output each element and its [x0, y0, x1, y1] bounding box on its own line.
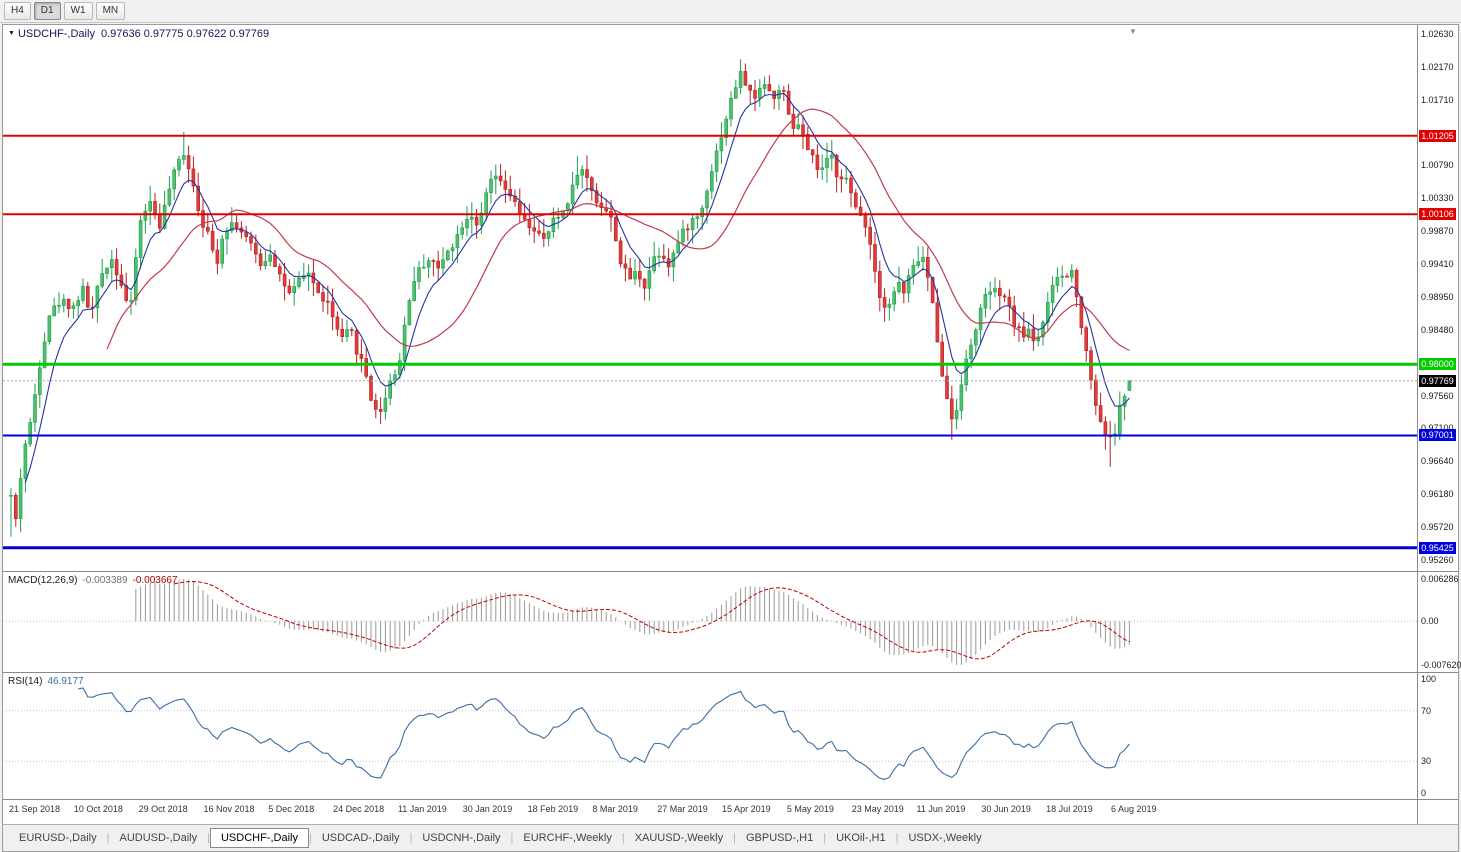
rsi-indicator-label: RSI(14) 46.9177 [8, 676, 84, 687]
price-axis-label: 1.02630 [1421, 29, 1454, 40]
symbol-tab-usdcad[interactable]: USDCAD-,Daily [321, 832, 400, 844]
date-axis-label: 6 Aug 2019 [1111, 804, 1157, 814]
rsi-value: 46.9177 [47, 676, 84, 687]
macd-main-value: -0.003389 [82, 575, 128, 586]
symbol-tab-ukoil[interactable]: UKOil-,H1 [836, 832, 886, 844]
price-axis-label: 0.98480 [1421, 325, 1454, 336]
price-level-badge: 1.01205 [1419, 129, 1456, 142]
date-axis-label: 18 Feb 2019 [527, 804, 579, 814]
price-axis-label: 0.98950 [1421, 291, 1454, 302]
date-axis-label: 18 Jul 2019 [1046, 804, 1093, 814]
macd-axis-label: -0.007620 [1421, 660, 1461, 670]
price-level-badge: 0.98000 [1419, 358, 1456, 371]
current-price-badge: 0.97769 [1419, 374, 1456, 387]
timeframe-button-h4[interactable]: H4 [4, 2, 31, 20]
price-level-badge: 0.97001 [1419, 429, 1456, 442]
symbol-tab-eurusd[interactable]: EURUSD-,Daily [19, 832, 97, 844]
macd-label: MACD(12,26,9) [8, 575, 78, 586]
axis-corner [1417, 800, 1458, 826]
chart-title: ▼ USDCHF-,Daily 0.97636 0.97775 0.97622 0.… [8, 28, 269, 40]
price-axis-label: 0.95720 [1421, 521, 1454, 532]
price-axis: 1.02630 1.02170 1.01710 1.00790 1.00330 0.998… [1417, 25, 1458, 571]
macd-signal-value: -0.003667 [132, 575, 178, 586]
dropdown-triangle-icon: ▼ [8, 30, 15, 37]
date-axis-label: 11 Jun 2019 [916, 804, 966, 814]
rsi-panel[interactable]: RSI(14) 46.9177 100 70 30 0 [3, 673, 1458, 800]
tab-separator: | [621, 832, 625, 844]
date-axis-label: 23 May 2019 [851, 804, 904, 814]
symbol-tab-usdx[interactable]: USDX-,Weekly [908, 832, 982, 844]
date-axis-label: 5 May 2019 [786, 804, 834, 814]
macd-axis-label: 0.006286 [1421, 574, 1459, 584]
price-axis-label: 1.02170 [1421, 62, 1454, 73]
price-axis-label: 0.99410 [1421, 258, 1454, 269]
date-axis-label: 21 Sep 2018 [9, 804, 61, 814]
chart-window: ▼ USDCHF-,Daily 0.97636 0.97775 0.97622 0.… [2, 24, 1461, 852]
price-level-badge: 0.95425 [1419, 541, 1456, 554]
macd-axis: 0.006286 0.00 -0.007620 [1417, 572, 1461, 672]
symbol-tab-usdchf[interactable]: USDCHF-,Daily [209, 828, 309, 848]
symbol-tab-eurchf[interactable]: EURCHF-,Weekly [523, 832, 612, 844]
date-axis-label: 24 Dec 2018 [333, 804, 385, 814]
tab-separator: | [733, 832, 736, 844]
date-axis: 21 Sep 2018 10 Oct 2018 29 Oct 2018 16 Nov … [3, 800, 1458, 826]
date-axis-label: 11 Jan 2019 [397, 804, 447, 814]
date-axis-label: 30 Jan 2019 [462, 804, 513, 814]
chart-ohlc-values: 0.97636 0.97775 0.97622 0.97769 [100, 28, 270, 40]
price-axis-label: 1.00330 [1421, 193, 1454, 204]
timeframe-button-w1[interactable]: W1 [63, 2, 93, 20]
symbol-tab-xauusd[interactable]: XAUUSD-,Weekly [634, 832, 724, 844]
tab-separator: | [823, 832, 827, 844]
date-axis-label: 27 Mar 2019 [657, 804, 708, 814]
tab-separator: | [106, 832, 110, 844]
price-axis-label: 0.96180 [1421, 489, 1454, 500]
macd-axis-label: 0.00 [1421, 616, 1439, 627]
rsi-chart-svg[interactable] [3, 673, 1418, 799]
price-axis-label: 1.00790 [1421, 160, 1454, 171]
price-axis-label: 0.95260 [1421, 554, 1454, 565]
rsi-axis-label: 100 [1421, 674, 1437, 684]
rsi-axis-label: 70 [1421, 705, 1432, 716]
chart-symbol-label: USDCHF-,Daily [17, 28, 95, 40]
symbol-tab-gbpusd[interactable]: GBPUSD-,H1 [745, 832, 814, 844]
price-level-badge: 1.00106 [1419, 208, 1456, 221]
date-axis-label: 10 Oct 2018 [73, 804, 123, 814]
date-axis-label: 30 Jun 2019 [981, 804, 1031, 814]
price-axis-label: 0.99870 [1421, 225, 1454, 236]
price-axis-label: 0.97100 [1421, 423, 1454, 434]
price-chart-svg[interactable] [3, 25, 1418, 571]
tab-separator: | [895, 832, 899, 844]
date-axis-label: 5 Dec 2018 [268, 804, 315, 814]
timeframe-toolbar: H4 D1 W1 MN [0, 0, 1461, 23]
timeframe-button-mn[interactable]: MN [95, 2, 126, 20]
symbol-tab-audusd[interactable]: AUDUSD-,Daily [119, 832, 198, 844]
macd-indicator-label: MACD(12,26,9) -0.003389 -0.003667 [8, 575, 178, 586]
rsi-axis: 100 70 30 0 [1417, 673, 1458, 799]
rsi-axis-label: 30 [1421, 756, 1432, 767]
price-axis-label: 0.97560 [1421, 390, 1454, 401]
date-axis-label: 15 Apr 2019 [722, 804, 771, 814]
price-axis-label: 0.96640 [1421, 456, 1454, 467]
tab-separator: | [510, 832, 514, 844]
price-axis-label: 1.01710 [1421, 94, 1454, 105]
rsi-label: RSI(14) [8, 676, 43, 687]
tab-separator: | [409, 832, 413, 844]
macd-panel[interactable]: MACD(12,26,9) -0.003389 -0.003667 0.006286… [3, 572, 1461, 673]
date-axis-label: 29 Oct 2018 [138, 804, 188, 814]
symbol-tab-usdcnh[interactable]: USDCNH-,Daily [422, 832, 501, 844]
price-panel[interactable]: ▼ USDCHF-,Daily 0.97636 0.97775 0.97622 0.… [3, 25, 1458, 572]
timeframe-button-d1[interactable]: D1 [33, 2, 61, 20]
date-axis-label: 16 Nov 2018 [203, 804, 255, 814]
macd-chart-svg[interactable] [3, 572, 1418, 672]
tab-separator: | [207, 832, 210, 844]
date-axis-label: 8 Mar 2019 [592, 804, 638, 814]
chart-shift-marker-icon[interactable]: ▼ [1129, 27, 1137, 36]
symbol-tab-bar: EURUSD-,Daily | AUDUSD-,Daily | USDCHF-,Dail… [3, 824, 1458, 851]
rsi-axis-label: 0 [1421, 788, 1427, 798]
tab-separator: | [308, 832, 312, 844]
